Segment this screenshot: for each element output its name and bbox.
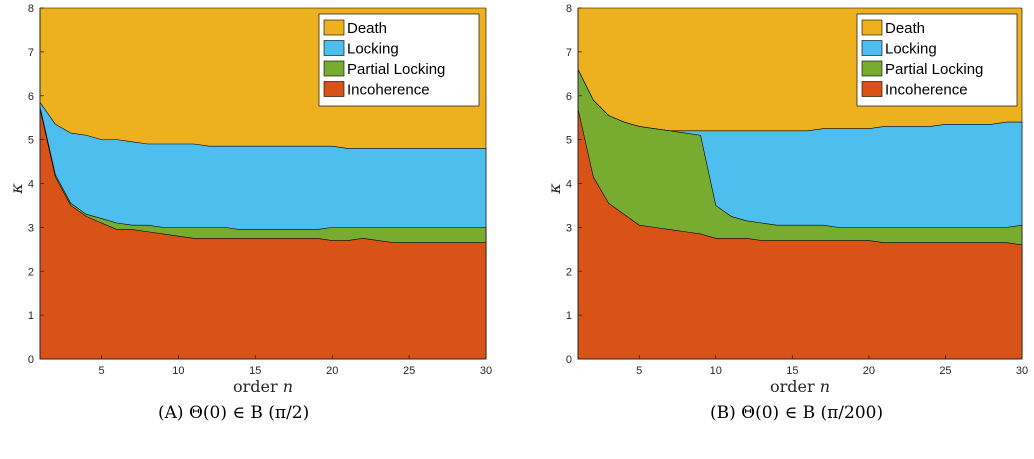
chart-panel-b: 0 1 2 3 4 5 6 7 8 5 10 15 20 25 30 order n κ Death Locking… <box>545 3 1028 423</box>
legend-label: Death <box>347 20 387 37</box>
x-axis-label: order n <box>233 377 293 396</box>
y-tick-label: 4 <box>566 179 572 191</box>
y-tick-label: 1 <box>28 310 34 322</box>
legend-box <box>318 13 480 107</box>
x-tick-label: 15 <box>786 365 798 377</box>
y-tick-label: 7 <box>28 47 34 59</box>
legend-label: Death <box>885 20 925 37</box>
x-tick-label: 25 <box>403 365 415 377</box>
x-tick-label: 5 <box>636 365 642 377</box>
x-tick-label: 20 <box>863 365 875 377</box>
legend-swatch-death <box>861 19 883 36</box>
y-tick-label: 0 <box>28 354 34 366</box>
x-tick-label: 30 <box>480 365 492 377</box>
x-tick-label: 25 <box>939 365 951 377</box>
x-tick-label: 20 <box>326 365 338 377</box>
legend-label: Incoherence <box>885 82 968 99</box>
x-tick-label: 30 <box>1016 365 1028 377</box>
y-tick-label: 2 <box>28 266 34 278</box>
y-axis-label: κ <box>545 183 564 195</box>
area-incoherence <box>39 108 487 360</box>
legend: Death Locking Partial Locking Incoherence <box>856 13 1018 107</box>
legend-label: Locking <box>885 41 937 58</box>
legend-label: Locking <box>347 41 399 58</box>
y-tick-label: 5 <box>28 135 34 147</box>
y-tick-label: 8 <box>566 3 572 15</box>
chart-panel-a: 0 1 2 3 4 5 6 7 8 5 10 15 20 25 30 order n κ Death Locking… <box>7 3 492 423</box>
y-tick-label: 8 <box>28 3 34 15</box>
legend-swatch-partial-locking <box>323 60 345 77</box>
y-tick-label: 4 <box>28 179 34 191</box>
area-incoherence <box>577 108 1023 360</box>
x-tick-label: 10 <box>710 365 722 377</box>
legend: Death Locking Partial Locking Incoherence <box>318 13 480 107</box>
panel-caption: (B) Θ(0) ∈ B (π/200) <box>710 403 883 423</box>
y-tick-label: 5 <box>566 135 572 147</box>
legend-label: Incoherence <box>347 82 430 99</box>
legend-swatch-locking <box>861 40 883 56</box>
legend-swatch-death <box>323 19 345 36</box>
x-tick-label: 15 <box>249 365 261 377</box>
legend-swatch-incoherence <box>323 81 345 97</box>
y-tick-label: 6 <box>566 91 572 103</box>
y-tick-label: 2 <box>566 266 572 278</box>
panel-caption: (A) Θ(0) ∈ B (π/2) <box>158 403 309 423</box>
x-axis-label: order n <box>770 377 830 396</box>
y-tick-label: 6 <box>28 91 34 103</box>
y-tick-label: 1 <box>566 310 572 322</box>
x-tick-label: 5 <box>98 365 104 377</box>
x-tick-label: 10 <box>172 365 184 377</box>
y-axis-label: κ <box>7 183 26 195</box>
legend-label: Partial Locking <box>347 61 445 78</box>
y-tick-label: 3 <box>566 222 572 234</box>
legend-swatch-incoherence <box>861 81 883 97</box>
legend-swatch-locking <box>323 40 345 56</box>
legend-swatch-partial-locking <box>861 60 883 77</box>
y-tick-label: 7 <box>566 47 572 59</box>
y-tick-label: 3 <box>28 222 34 234</box>
legend-label: Partial Locking <box>885 61 983 78</box>
y-tick-label: 0 <box>566 354 572 366</box>
legend-box <box>856 13 1018 107</box>
